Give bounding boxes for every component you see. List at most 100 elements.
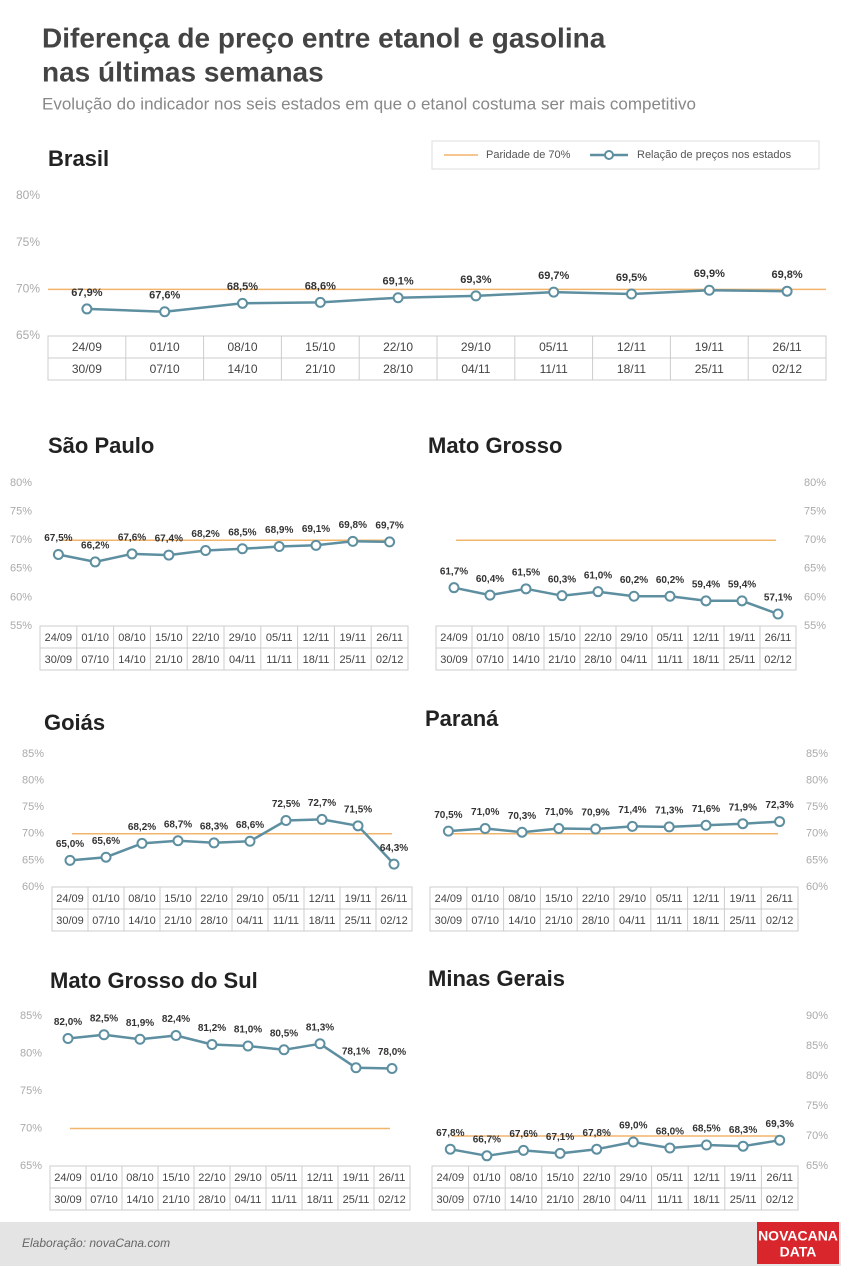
week-start: 22/10 xyxy=(200,893,228,905)
y-tick-label: 75% xyxy=(16,235,40,249)
week-start: 08/10 xyxy=(126,1172,154,1184)
value-label: 68,5% xyxy=(227,281,258,293)
data-point xyxy=(479,822,491,834)
week-start: 05/11 xyxy=(266,632,293,644)
data-point xyxy=(548,286,560,298)
data-point xyxy=(64,854,76,866)
week-end: 21/10 xyxy=(155,654,183,666)
chart-title: São Paulo xyxy=(48,433,154,458)
value-label: 68,0% xyxy=(656,1127,684,1138)
y-tick-label: 75% xyxy=(20,1085,42,1097)
data-point xyxy=(737,1140,749,1152)
data-point xyxy=(774,816,786,828)
week-end: 14/10 xyxy=(508,915,536,927)
data-point xyxy=(703,284,715,296)
week-end: 07/10 xyxy=(476,654,504,666)
data-point xyxy=(126,548,138,560)
week-end: 14/10 xyxy=(126,1194,154,1206)
data-point xyxy=(236,543,248,555)
week-end: 28/10 xyxy=(582,915,610,927)
week-start: 22/10 xyxy=(198,1172,226,1184)
week-start: 24/09 xyxy=(56,893,84,905)
data-point xyxy=(62,1033,74,1044)
week-end: 04/11 xyxy=(237,915,264,927)
week-end: 14/10 xyxy=(512,654,540,666)
week-end: 02/12 xyxy=(376,654,404,666)
value-label: 67,6% xyxy=(118,533,146,544)
week-start: 22/10 xyxy=(583,1172,611,1184)
data-point xyxy=(206,1039,218,1050)
data-point xyxy=(664,1142,676,1154)
week-end: 25/11 xyxy=(695,362,724,376)
week-end: 07/10 xyxy=(81,654,109,666)
value-label: 69,9% xyxy=(694,268,725,280)
value-label: 68,2% xyxy=(191,529,219,540)
value-label: 69,3% xyxy=(460,274,491,286)
data-point xyxy=(590,823,602,835)
week-start: 29/10 xyxy=(229,632,257,644)
week-end: 25/11 xyxy=(343,1194,370,1206)
week-start: 26/11 xyxy=(773,340,802,354)
week-start: 08/10 xyxy=(512,632,540,644)
value-label: 60,3% xyxy=(548,574,576,585)
value-label: 71,4% xyxy=(618,805,646,816)
page-subtitle: Evolução do indicador nos seis estados e… xyxy=(42,94,696,113)
value-label: 69,7% xyxy=(538,270,569,282)
value-label: 71,9% xyxy=(729,802,757,813)
week-end: 04/11 xyxy=(461,362,490,376)
price-ratio-line xyxy=(453,586,779,616)
week-start: 15/10 xyxy=(305,340,335,354)
value-label: 65,6% xyxy=(92,836,120,847)
y-tick-label: 75% xyxy=(10,506,32,518)
week-start: 19/11 xyxy=(345,893,372,905)
y-tick-label: 70% xyxy=(10,534,32,546)
y-tick-label: 75% xyxy=(806,1100,828,1112)
value-label: 81,9% xyxy=(126,1018,154,1029)
week-end: 14/10 xyxy=(128,915,156,927)
value-label: 65,0% xyxy=(56,839,84,850)
value-label: 70,5% xyxy=(434,810,462,821)
week-end: 11/11 xyxy=(273,915,299,927)
value-label: 81,3% xyxy=(306,1022,334,1033)
y-tick-label: 75% xyxy=(804,506,826,518)
value-label: 68,7% xyxy=(164,819,192,830)
y-tick-label: 55% xyxy=(804,620,826,632)
y-tick-label: 60% xyxy=(804,591,826,603)
data-point xyxy=(244,835,256,847)
value-label: 78,0% xyxy=(378,1047,406,1058)
week-start: 26/11 xyxy=(379,1172,406,1184)
chart-title: Mato Grosso xyxy=(428,433,562,458)
value-label: 61,7% xyxy=(440,566,468,577)
value-label: 71,0% xyxy=(545,807,573,818)
week-start: 22/10 xyxy=(582,893,610,905)
week-start: 01/10 xyxy=(473,1172,501,1184)
y-tick-label: 85% xyxy=(22,748,44,760)
week-start: 08/10 xyxy=(128,893,156,905)
y-tick-label: 70% xyxy=(16,282,40,296)
week-end: 21/10 xyxy=(164,915,192,927)
week-end: 04/11 xyxy=(620,1194,647,1206)
week-end: 07/10 xyxy=(471,915,499,927)
data-point xyxy=(386,1063,398,1074)
y-tick-label: 70% xyxy=(22,828,44,840)
week-start: 22/10 xyxy=(383,340,413,354)
legend-label: Relação de preços nos estados xyxy=(637,149,792,161)
week-end: 21/10 xyxy=(548,654,576,666)
week-end: 07/10 xyxy=(473,1194,501,1206)
week-end: 02/12 xyxy=(764,654,792,666)
data-point xyxy=(314,1038,326,1050)
data-point xyxy=(242,1040,254,1052)
data-point xyxy=(159,306,171,318)
week-end: 11/11 xyxy=(540,362,569,376)
y-tick-label: 75% xyxy=(22,801,44,813)
y-tick-label: 65% xyxy=(22,854,44,866)
value-label: 72,5% xyxy=(272,799,300,810)
week-end: 28/10 xyxy=(200,915,228,927)
week-end: 18/11 xyxy=(307,1194,334,1206)
week-end: 11/11 xyxy=(657,1194,683,1206)
value-label: 68,5% xyxy=(228,527,256,538)
y-tick-label: 70% xyxy=(806,828,828,840)
week-end: 28/10 xyxy=(192,654,220,666)
week-end: 07/10 xyxy=(92,915,120,927)
